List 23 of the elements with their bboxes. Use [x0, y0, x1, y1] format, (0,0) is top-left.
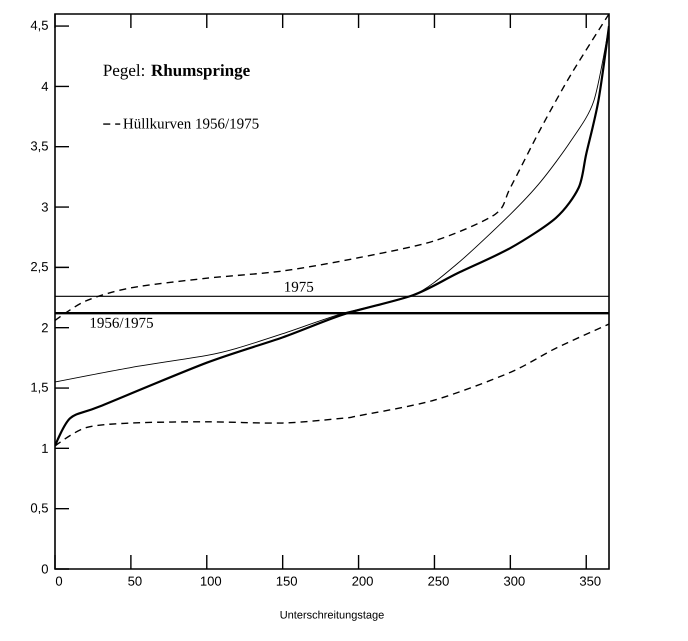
series-label: 1975 — [285, 282, 314, 292]
legend-label: 1956/1975 — [90, 318, 153, 328]
x-tick-label: 200 — [352, 576, 373, 586]
y-tick-label: 4,5 — [30, 20, 48, 32]
y-tick-label: 4 — [42, 82, 48, 91]
y-tick-label: 3 — [42, 202, 48, 212]
x-tick-label: 350 — [580, 576, 601, 586]
x-axis-title: Unterschreitungstage — [280, 610, 384, 621]
y-tick-label: 2,5 — [31, 262, 48, 273]
x-tick-label: 150 — [276, 576, 298, 586]
y-tick-label: 1,5 — [31, 382, 48, 394]
legend-label: Hüllkurven 1956/1975 — [123, 118, 259, 129]
text: Pegel: Rhumspringe — [103, 64, 250, 80]
y-tick-label: 0 — [42, 564, 48, 574]
y-tick-label: 0,5 — [30, 503, 48, 514]
y-tick-label: 2 — [42, 323, 48, 332]
x-tick-label: 0 — [56, 576, 62, 586]
x-tick-label: 50 — [128, 576, 142, 586]
x-tick-label: 250 — [428, 576, 449, 586]
x-tick-label: 300 — [504, 576, 525, 586]
x-tick-label: 100 — [200, 576, 222, 586]
y-tick-label: 1 — [42, 444, 48, 453]
y-tick-label: 3,5 — [30, 141, 48, 152]
